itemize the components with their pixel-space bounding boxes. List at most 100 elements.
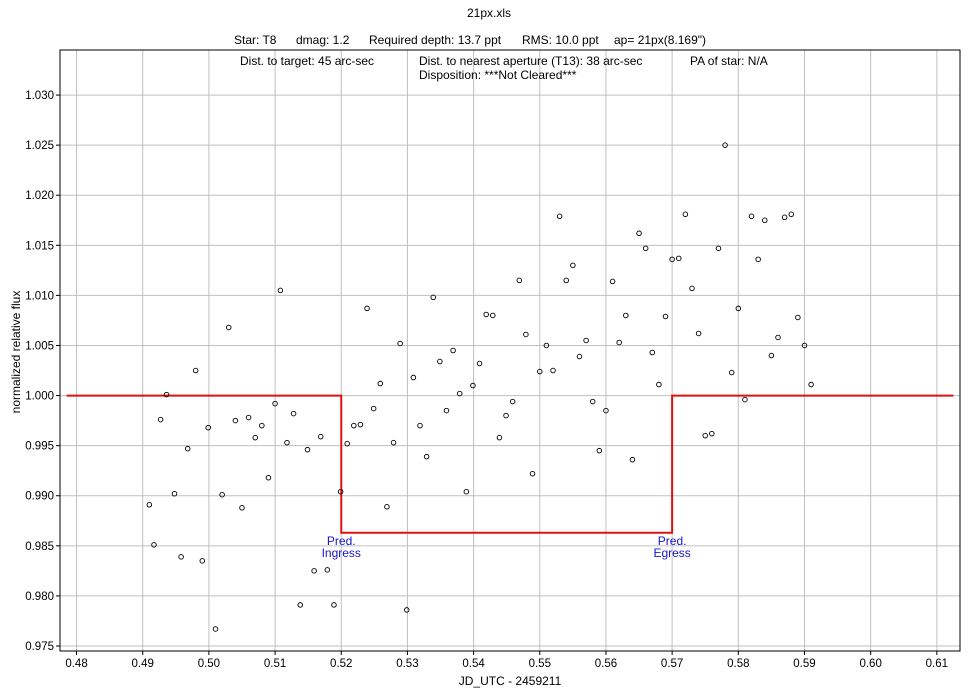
data-point — [523, 331, 529, 338]
data-point — [272, 400, 278, 407]
x-tick-label: 0.55 — [529, 658, 551, 670]
data-point — [443, 407, 450, 414]
data-point — [178, 554, 184, 560]
data-point — [603, 407, 609, 414]
y-tick-label: 1.015 — [25, 240, 54, 252]
data-point — [676, 255, 682, 262]
data-point — [556, 213, 563, 220]
data-point — [516, 277, 523, 284]
data-point — [410, 374, 417, 381]
data-point — [239, 505, 245, 511]
data-point — [715, 245, 722, 252]
data-point — [808, 381, 814, 388]
x-tick-label: 0.58 — [727, 658, 749, 670]
data-point — [337, 488, 344, 495]
y-tick-label: 0.975 — [25, 641, 54, 653]
data-point — [483, 311, 489, 318]
data-point — [225, 324, 232, 331]
x-tick-label: 0.51 — [264, 658, 286, 670]
data-point — [689, 285, 695, 292]
data-point — [364, 305, 370, 312]
data-point — [456, 390, 463, 397]
data-point — [146, 502, 153, 508]
data-point — [735, 305, 742, 312]
data-point — [748, 213, 755, 220]
data-point — [788, 211, 795, 218]
data-point — [509, 398, 516, 405]
y-tick-label: 1.030 — [25, 90, 54, 102]
x-tick-label: 0.60 — [859, 658, 881, 670]
data-point — [636, 230, 642, 237]
data-point — [642, 245, 649, 252]
predicted-transit-model — [66, 394, 954, 534]
data-point — [669, 256, 675, 263]
header-star: Star: T8 — [234, 33, 277, 47]
data-point — [384, 504, 390, 510]
x-axis-label: JD_UTC - 2459211 — [459, 674, 562, 688]
data-point — [232, 417, 239, 424]
data-point — [563, 277, 570, 284]
data-point — [311, 568, 317, 574]
data-point — [656, 381, 662, 388]
y-tick-label: 1.000 — [25, 391, 54, 403]
data-point — [496, 434, 503, 441]
header-dmag: dmag: 1.2 — [296, 33, 350, 47]
data-point — [576, 353, 583, 360]
data-point — [212, 626, 219, 632]
data-point — [649, 349, 656, 356]
data-point — [284, 439, 290, 446]
data-point — [781, 214, 788, 221]
data-point — [192, 367, 199, 374]
data-point — [304, 446, 311, 453]
data-point — [768, 352, 775, 359]
axis-ticks: 0.48 0.49 0.50 0.51 0.52 0.53 0.54 0.55 0.56 0.57… — [25, 90, 948, 670]
data-point — [762, 217, 768, 224]
chart-title: 21px.xls — [467, 6, 511, 20]
data-point — [417, 422, 423, 429]
data-point — [596, 447, 603, 454]
data-point — [490, 312, 496, 319]
data-point — [184, 445, 191, 452]
x-tick-label: 0.54 — [462, 658, 485, 670]
x-tick-label: 0.56 — [595, 658, 617, 670]
data-point — [682, 211, 689, 218]
y-tick-label: 0.980 — [25, 591, 54, 603]
info-dist-target: Dist. to target: 45 arc-sec — [240, 54, 374, 68]
data-point — [265, 474, 272, 481]
data-point — [709, 430, 715, 437]
data-point — [589, 398, 596, 405]
data-point — [370, 405, 377, 412]
model-line — [66, 394, 954, 534]
data-point — [331, 602, 337, 608]
data-point — [151, 542, 157, 548]
header-required-depth: Required depth: 13.7 ppt — [369, 33, 502, 47]
data-point — [583, 337, 589, 344]
data-point — [470, 382, 476, 389]
data-point — [252, 434, 258, 441]
data-point — [702, 432, 708, 439]
data-point — [390, 439, 397, 446]
data-point — [476, 360, 483, 367]
y-tick-label: 0.990 — [25, 491, 54, 503]
grid — [60, 50, 960, 651]
data-point — [397, 340, 403, 347]
x-tick-label: 0.49 — [132, 658, 154, 670]
data-point — [722, 142, 728, 148]
x-tick-label: 0.50 — [198, 658, 220, 670]
data-point — [157, 416, 164, 423]
data-point — [570, 262, 576, 269]
data-point — [463, 488, 470, 495]
info-pa: PA of star: N/A — [690, 54, 768, 68]
data-point — [199, 558, 206, 564]
data-point — [163, 391, 170, 398]
y-tick-label: 1.010 — [25, 290, 54, 302]
data-point — [537, 368, 543, 375]
y-tick-label: 0.995 — [25, 441, 54, 453]
annotation-line2: Ingress — [322, 546, 361, 560]
x-tick-label: 0.59 — [793, 658, 815, 670]
x-tick-label: 0.53 — [396, 658, 418, 670]
x-tick-label: 0.52 — [330, 658, 352, 670]
data-point — [344, 440, 350, 447]
